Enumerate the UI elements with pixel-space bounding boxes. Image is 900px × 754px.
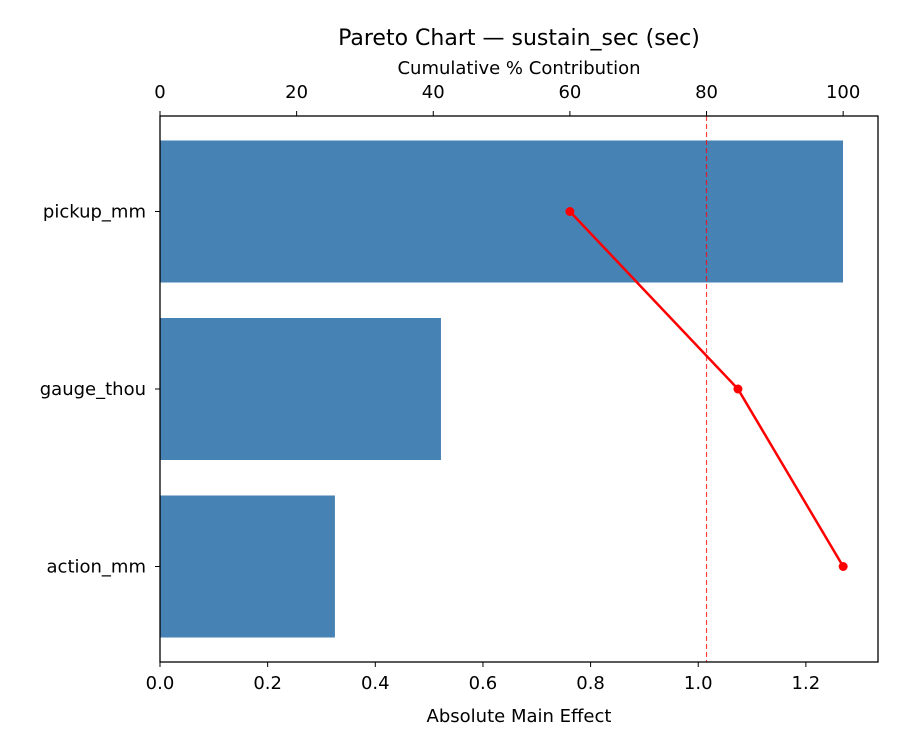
x2-tick-label: 40 [422, 82, 445, 103]
cumulative-point-gauge_thou [733, 384, 743, 394]
bar-pickup_mm [160, 140, 844, 283]
bar-action_mm [160, 495, 335, 638]
x2-tick-label: 20 [285, 82, 308, 103]
x2-tick-label: 0 [154, 82, 165, 103]
cumulative-point-action_mm [838, 562, 848, 572]
x-tick-label: 1.2 [792, 673, 821, 694]
plot-frame [159, 115, 879, 663]
bar-gauge_thou [160, 317, 441, 461]
x-tick-label: 1.0 [684, 673, 713, 694]
cumulative-point-pickup_mm [565, 206, 575, 216]
x-tick-label: 0.4 [361, 673, 390, 694]
x-tick-label: 0.8 [576, 673, 605, 694]
chart-title: Pareto Chart — sustain_sec (sec) [338, 26, 700, 51]
bottom-axis-label: Absolute Main Effect [427, 706, 612, 727]
x2-tick-label: 100 [826, 82, 860, 103]
x2-tick-label: 80 [695, 82, 718, 103]
x-tick-label: 0.0 [146, 673, 175, 694]
y-tick-label: pickup_mm [43, 201, 146, 222]
x-tick-label: 0.2 [253, 673, 282, 694]
x-tick-label: 0.6 [469, 673, 498, 694]
top-axis-label: Cumulative % Contribution [397, 58, 640, 79]
y-tick-label: action_mm [47, 557, 146, 578]
y-tick-label: gauge_thou [40, 379, 146, 400]
x2-tick-label: 60 [558, 82, 581, 103]
